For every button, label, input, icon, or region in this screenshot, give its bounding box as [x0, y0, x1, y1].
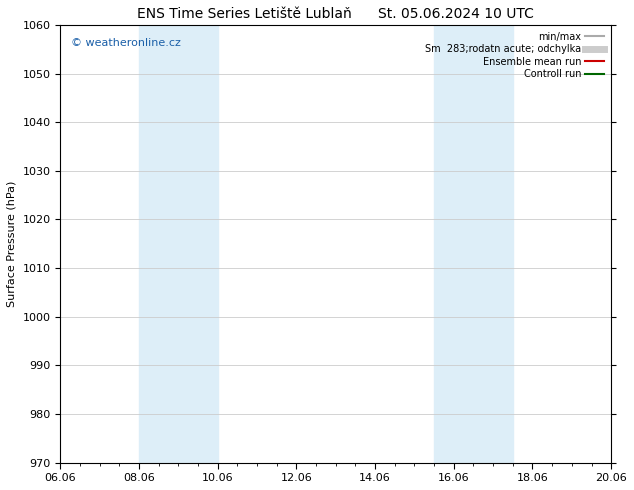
Y-axis label: Surface Pressure (hPa): Surface Pressure (hPa) — [7, 181, 17, 307]
Text: © weatheronline.cz: © weatheronline.cz — [72, 38, 181, 48]
Legend: min/max, Sm  283;rodatn acute; odchylka, Ensemble mean run, Controll run: min/max, Sm 283;rodatn acute; odchylka, … — [423, 30, 606, 81]
Bar — [434, 25, 513, 463]
Title: ENS Time Series Letiště Lublaň      St. 05.06.2024 10 UTC: ENS Time Series Letiště Lublaň St. 05.06… — [138, 7, 534, 21]
Bar — [139, 25, 217, 463]
